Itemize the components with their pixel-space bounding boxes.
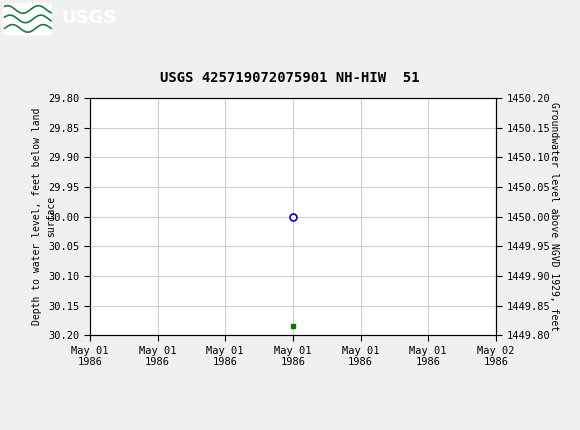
Text: USGS: USGS xyxy=(61,9,116,27)
Text: USGS 425719072075901 NH-HIW  51: USGS 425719072075901 NH-HIW 51 xyxy=(160,71,420,85)
Y-axis label: Depth to water level, feet below land
surface: Depth to water level, feet below land su… xyxy=(32,108,56,326)
Bar xyxy=(3,3,52,35)
Y-axis label: Groundwater level above NGVD 1929, feet: Groundwater level above NGVD 1929, feet xyxy=(549,102,559,331)
